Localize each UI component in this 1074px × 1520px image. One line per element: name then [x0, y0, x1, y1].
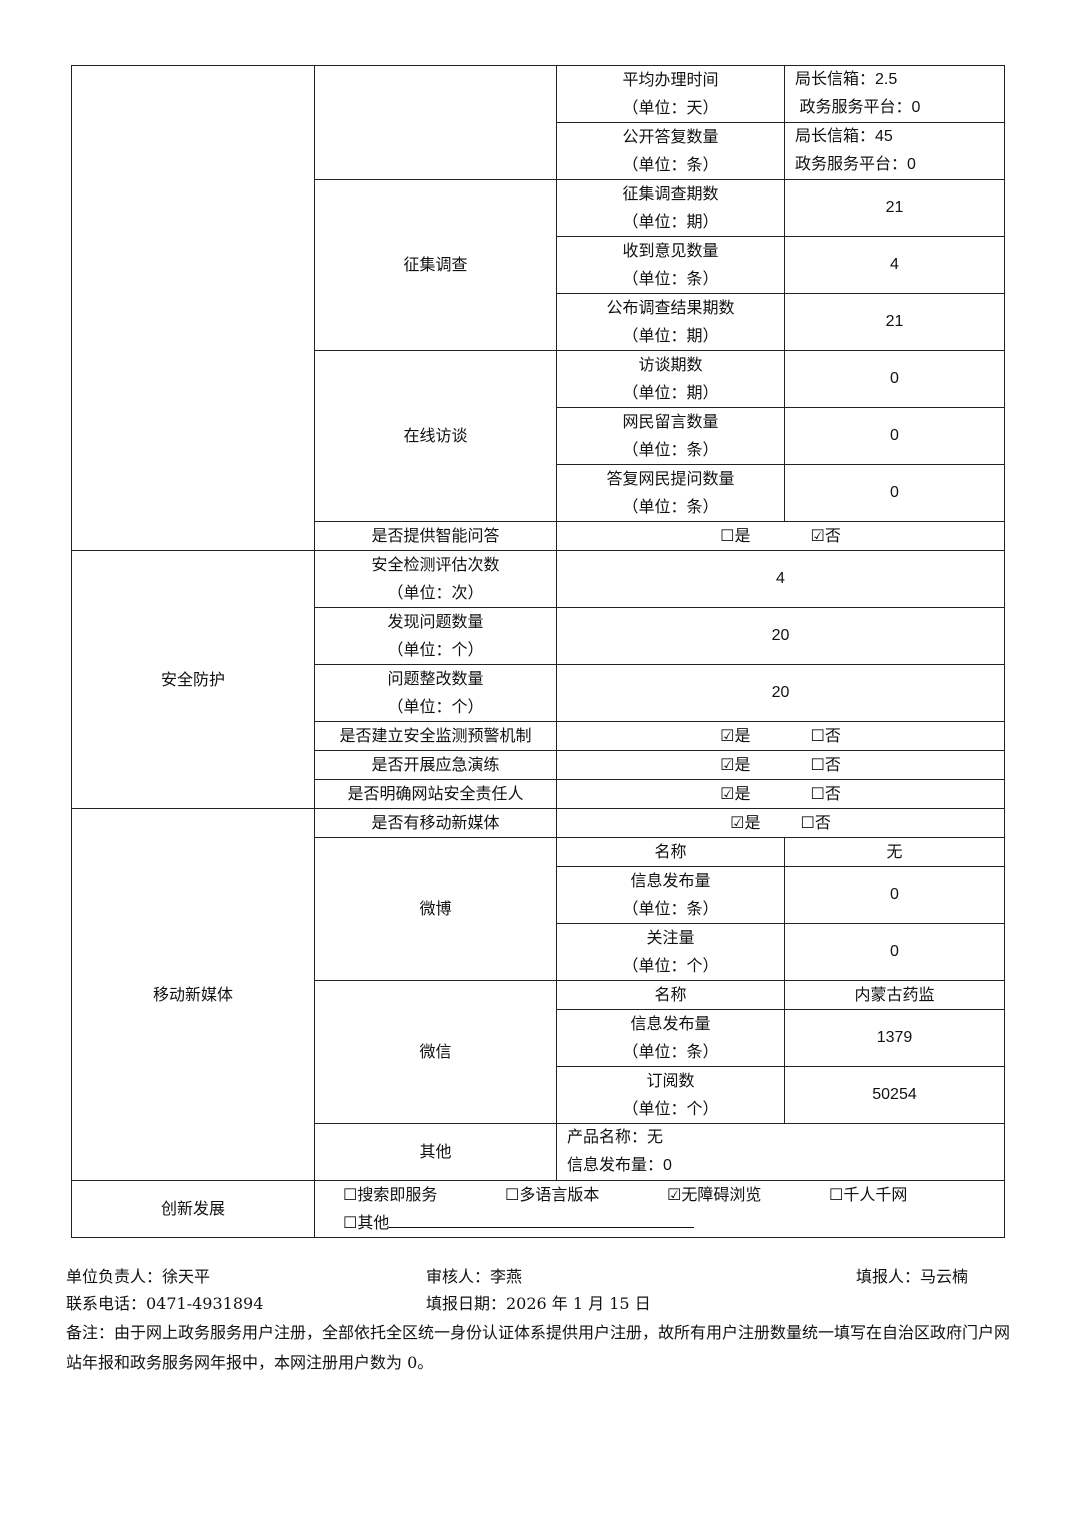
options: ☑是 ☐否	[556, 721, 1005, 751]
value: 20	[556, 607, 1005, 665]
value: 0	[784, 866, 1005, 924]
label: 问题整改数量 （单位：个）	[314, 664, 557, 722]
innovation-options: ☐搜索即服务 ☐多语言版本 ☑无障碍浏览 ☐千人千网 ☐其他	[314, 1180, 1005, 1238]
footer-filler: 填报人：马云楠	[856, 1267, 969, 1286]
footer-head: 单位负责人：徐天平	[66, 1267, 211, 1286]
subgroup-cell-empty	[314, 65, 557, 180]
other-underline	[389, 1209, 695, 1228]
group-interview: 在线访谈	[314, 350, 557, 522]
checkbox-search-service[interactable]: ☐搜索即服务	[343, 1185, 438, 1204]
group-wechat: 微信	[314, 980, 557, 1124]
checkbox-no[interactable]: ☐否	[810, 726, 841, 745]
label-smart-qa: 是否提供智能问答	[314, 521, 557, 551]
group-survey: 征集调查	[314, 179, 557, 351]
smart-qa-options: ☐是 ☑否	[556, 521, 1005, 551]
value: 1379	[784, 1009, 1005, 1067]
label-avg-time: 平均办理时间 （单位：天）	[556, 65, 785, 123]
checkbox-no[interactable]: ☑否	[810, 526, 841, 545]
checkbox-personalized[interactable]: ☐千人千网	[829, 1185, 908, 1204]
label: 订阅数 （单位：个）	[556, 1066, 785, 1124]
value: 0	[784, 923, 1005, 981]
label: 答复网民提问数量 （单位：条）	[556, 464, 785, 522]
label: 名称	[556, 837, 785, 867]
options: ☑是 ☐否	[556, 750, 1005, 780]
label: 是否开展应急演练	[314, 750, 557, 780]
value: 21	[784, 179, 1005, 237]
checkbox-accessibility[interactable]: ☑无障碍浏览	[667, 1185, 762, 1204]
checkbox-multilang[interactable]: ☐多语言版本	[505, 1185, 600, 1204]
value-public-reply: 局长信箱：45 政务服务平台：0	[784, 122, 1005, 180]
checkbox-no[interactable]: ☐否	[800, 813, 831, 832]
group-cell-empty	[71, 65, 315, 551]
label: 安全检测评估次数 （单位：次）	[314, 550, 557, 608]
value: 20	[556, 664, 1005, 722]
label: 信息发布量 （单位：条）	[556, 1009, 785, 1067]
label: 收到意见数量 （单位：条）	[556, 236, 785, 294]
footer-date: 填报日期：2026 年 1 月 15 日	[426, 1294, 651, 1313]
other-value: 产品名称：无 信息发布量：0	[556, 1123, 1005, 1181]
footer-note: 备注：由于网上政务服务用户注册，全部依托全区统一身份认证体系提供用户注册，故所有…	[66, 1323, 1011, 1372]
label: 公布调查结果期数 （单位：期）	[556, 293, 785, 351]
group-media: 移动新媒体	[71, 808, 315, 1181]
value-avg-time: 局长信箱：2.5 政务服务平台：0	[784, 65, 1005, 123]
options: ☑是 ☐否	[556, 779, 1005, 809]
label: 信息发布量 （单位：条）	[556, 866, 785, 924]
value: 21	[784, 293, 1005, 351]
group-security: 安全防护	[71, 550, 315, 809]
label: 是否建立安全监测预警机制	[314, 721, 557, 751]
label: 访谈期数 （单位：期）	[556, 350, 785, 408]
value: 50254	[784, 1066, 1005, 1124]
label: 是否有移动新媒体	[314, 808, 557, 838]
value: 无	[784, 837, 1005, 867]
value: 0	[784, 464, 1005, 522]
checkbox-no[interactable]: ☐否	[810, 784, 841, 803]
footer-phone: 联系电话：0471-4931894	[66, 1294, 264, 1313]
checkbox-yes[interactable]: ☑是	[720, 784, 751, 803]
checkbox-other[interactable]: ☐其他	[343, 1213, 390, 1232]
value: 内蒙古药监	[784, 980, 1005, 1010]
value: 0	[784, 350, 1005, 408]
group-innovation: 创新发展	[71, 1180, 315, 1238]
options: ☑是 ☐否	[556, 808, 1005, 838]
group-weibo: 微博	[314, 837, 557, 981]
label-public-reply: 公开答复数量 （单位：条）	[556, 122, 785, 180]
checkbox-no[interactable]: ☐否	[810, 755, 841, 774]
label: 名称	[556, 980, 785, 1010]
checkbox-yes[interactable]: ☑是	[730, 813, 761, 832]
report-table: 平均办理时间 （单位：天） 局长信箱：2.5 政务服务平台：0 公开答复数量 （单位…	[71, 65, 1005, 1238]
group-other: 其他	[314, 1123, 557, 1181]
value: 4	[784, 236, 1005, 294]
footer-reviewer: 审核人：李燕	[426, 1267, 523, 1286]
label: 发现问题数量 （单位：个）	[314, 607, 557, 665]
value: 0	[784, 407, 1005, 465]
label: 是否明确网站安全责任人	[314, 779, 557, 809]
label: 网民留言数量 （单位：条）	[556, 407, 785, 465]
label: 关注量 （单位：个）	[556, 923, 785, 981]
value: 4	[556, 550, 1005, 608]
checkbox-yes[interactable]: ☐是	[720, 526, 751, 545]
checkbox-yes[interactable]: ☑是	[720, 755, 751, 774]
label: 征集调查期数 （单位：期）	[556, 179, 785, 237]
checkbox-yes[interactable]: ☑是	[720, 726, 751, 745]
